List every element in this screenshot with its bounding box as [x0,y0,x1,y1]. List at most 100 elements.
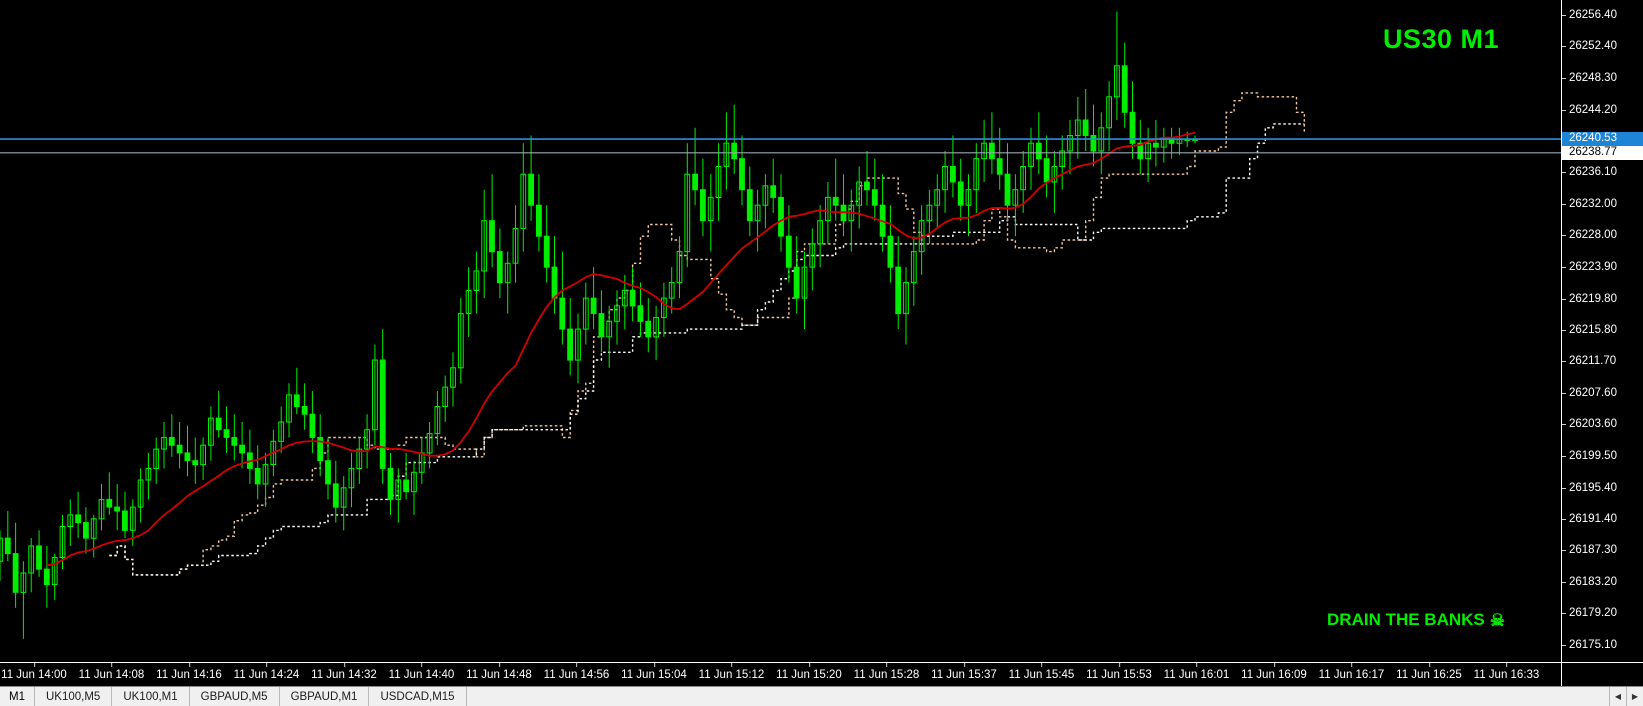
candle-body [512,227,519,264]
candle-body [965,189,972,206]
candle-body [239,444,245,454]
symbol-watermark: US30 M1 [1382,24,1499,54]
scroll-left-icon[interactable]: ◀ [1609,687,1626,706]
candle-body [739,158,745,191]
price-tick-label: 26203.60 [1569,418,1617,431]
tick-mark [1562,109,1566,111]
tick-mark [576,663,578,667]
ask-price-label-text: 26240.53 [1569,132,1617,145]
price-axis[interactable]: 26256.40 26252.40 26248.30 26244.20 26236.10… [1561,0,1643,662]
tick-mark [1351,663,1353,667]
chart-tab[interactable]: GBPAUD,M5 [190,687,280,706]
time-tick: 11 Jun 15:37 [931,663,997,686]
candle-body [621,289,628,307]
tick-mark [1506,663,1508,667]
candle-body [372,359,378,431]
time-tick-label: 11 Jun 14:00 [1,669,67,681]
time-tick-label: 11 Jun 14:16 [156,669,222,681]
candle-body [692,173,699,191]
candle-body [348,467,355,489]
candle-body [762,185,769,206]
candle-body [778,196,784,237]
candle-body [145,467,152,481]
price-tick-label: 26211.70 [1569,355,1617,368]
time-tick: 11 Jun 14:56 [543,663,610,686]
price-tick-label: 26244.20 [1569,103,1617,116]
tick-mark [1562,172,1566,174]
candle-body [895,266,902,315]
candle-body [637,305,644,322]
price-tick-label: 26248.30 [1569,71,1617,84]
candle-body [1121,65,1128,113]
price-tick: 26223.90 [1562,261,1643,275]
candle-body [20,572,27,593]
candle-body [551,266,558,299]
time-tick: 11 Jun 14:08 [78,663,145,686]
candle-body [606,320,613,338]
candle-body [926,204,933,222]
tick-mark [809,663,810,667]
price-tick: 26179.20 [1562,607,1643,621]
time-tick-label: 11 Jun 14:48 [466,669,532,681]
candle-body [520,173,527,229]
time-tick: 11 Jun 14:16 [156,663,222,686]
candle-body [356,448,363,470]
candle-body [481,220,488,272]
candle-body [473,270,480,291]
price-tick: 26195.40 [1562,482,1643,496]
chart-tab[interactable]: UK100,M1 [112,687,190,706]
tick-mark [1562,424,1566,426]
chart-tab[interactable]: USDCAD,M15 [369,687,467,706]
price-tick-label: 26199.50 [1569,449,1617,462]
price-tick: 26244.20 [1562,104,1643,118]
time-tick-label: 11 Jun 14:08 [78,669,145,681]
tick-mark [499,663,500,667]
candle-body [887,235,894,268]
price-tick-label: 26183.20 [1569,576,1617,589]
tick-mark [1562,644,1566,646]
candle-body [817,220,824,245]
candle-body [43,568,50,586]
price-tick-label: 26236.10 [1569,166,1617,179]
tick-mark [1041,663,1043,667]
candle-body [223,429,230,438]
time-tick: 11 Jun 16:17 [1318,663,1385,686]
time-tick: 11 Jun 14:48 [466,663,532,686]
candle-body [864,181,870,191]
candle-body [973,158,980,191]
candle-body [106,498,113,508]
candle-body [981,142,988,160]
axis-corner [1561,662,1643,686]
price-tick: 26191.40 [1562,513,1643,527]
candle-body [208,417,214,446]
candle-body [457,313,464,369]
bid-price-label: 26238.77 [1562,145,1643,160]
chart-tabs-bar[interactable]: M1 UK100,M5 UK100,M1 GBPAUD,M5 GBPAUD,M1 USD… [0,686,1643,706]
time-tick-label: 11 Jun 15:28 [853,669,920,681]
candle-body [653,317,660,338]
candle-body [1028,142,1034,167]
time-axis[interactable]: 11 Jun 14:00 11 Jun 14:08 11 Jun 14:16 11 J… [0,662,1561,687]
chart-tab[interactable]: UK100,M5 [35,687,113,706]
chart-canvas[interactable]: US30 M1 DRAIN THE BANKS ☠ [0,0,1561,662]
slogan-label: DRAIN THE BANKS [1327,610,1485,629]
time-tick: 11 Jun 14:32 [311,663,377,686]
scroll-right-icon[interactable]: ▶ [1626,687,1643,706]
time-tick-label: 11 Jun 16:17 [1318,669,1385,681]
candle-body [129,506,136,531]
price-tick-label: 26187.30 [1569,544,1617,557]
chart-tab[interactable]: GBPAUD,M1 [280,687,370,706]
tick-mark [1119,663,1120,667]
candle-body [496,251,503,284]
time-tick-label: 11 Jun 14:56 [543,669,610,681]
time-tick: 11 Jun 15:12 [699,663,764,686]
candle-body [75,514,81,524]
candle-body [137,479,144,508]
price-tick: 26203.60 [1562,418,1643,432]
tab-m1[interactable]: M1 [0,687,35,706]
candle-body [51,557,58,586]
candle-body [387,467,394,500]
candle-body [910,251,917,284]
candle-body [1082,119,1089,136]
